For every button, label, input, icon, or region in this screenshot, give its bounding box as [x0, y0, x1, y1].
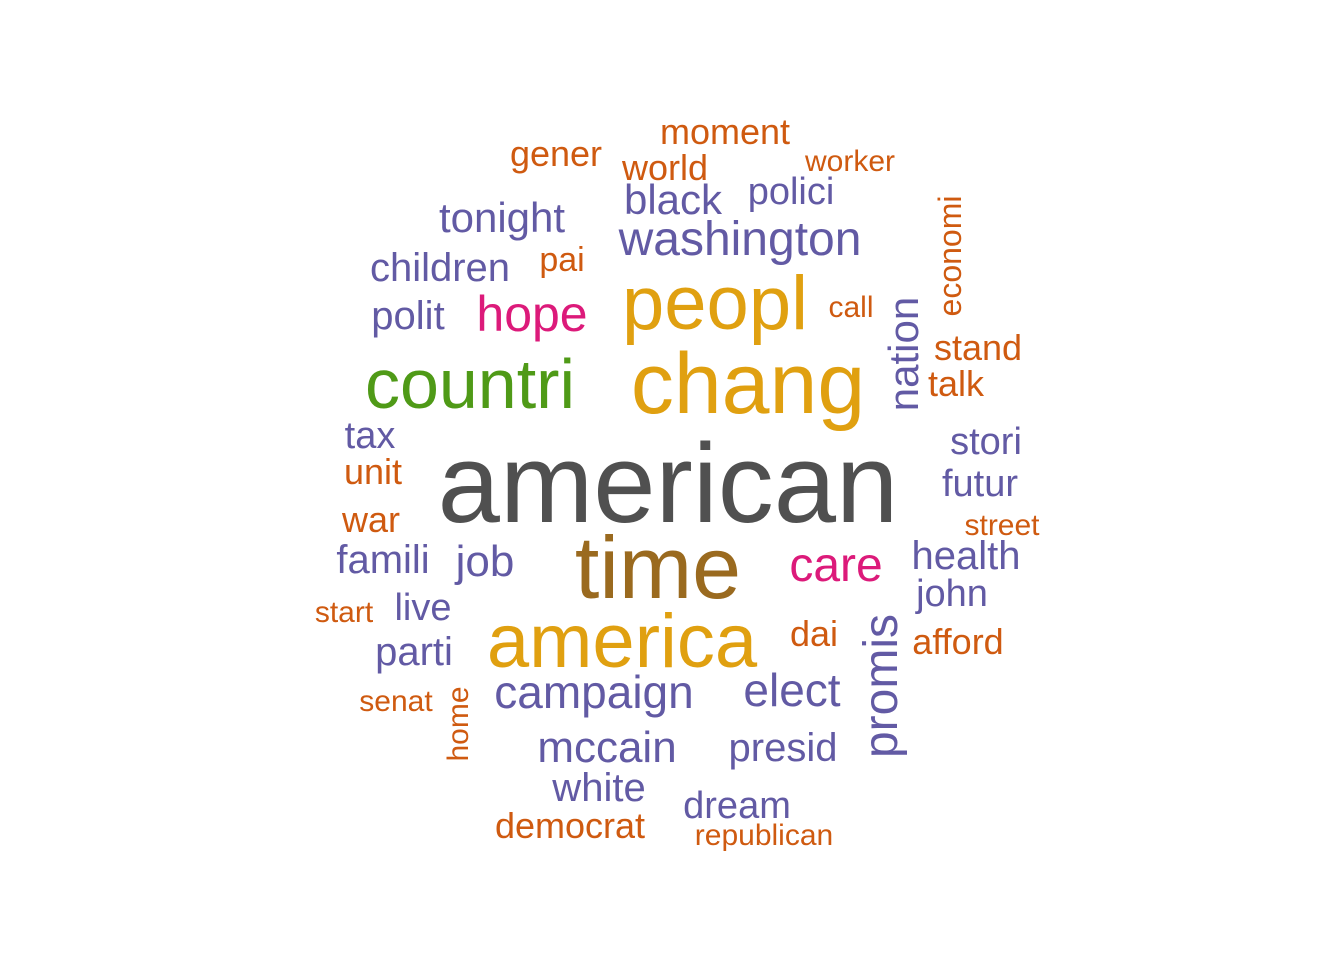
word-polici: polici — [747, 171, 835, 213]
word-republican: republican — [694, 819, 834, 852]
word-pai: pai — [539, 241, 585, 279]
word-american: american — [437, 421, 899, 546]
word-washington: washington — [618, 213, 862, 266]
word-promis: promis — [855, 613, 908, 759]
word-start: start — [314, 596, 374, 629]
word-america: america — [486, 599, 758, 684]
word-elect: elect — [743, 664, 841, 716]
word-black: black — [623, 176, 723, 223]
word-world: world — [621, 147, 709, 188]
word-health: health — [911, 534, 1021, 578]
word-mccain: mccain — [537, 723, 677, 772]
word-stand: stand — [933, 327, 1023, 368]
word-economi: economi — [932, 195, 968, 317]
word-stori: stori — [950, 421, 1022, 463]
word-peopl: peopl — [622, 261, 808, 346]
word-john: john — [916, 573, 988, 615]
word-chang: chang — [630, 336, 866, 432]
word-futur: futur — [941, 463, 1019, 505]
word-campaign: campaign — [494, 666, 694, 718]
word-nation: nation — [880, 296, 927, 412]
word-call: call — [828, 291, 874, 324]
word-time: time — [574, 518, 742, 617]
word-countri: countri — [364, 345, 576, 423]
word-home: home — [442, 686, 475, 762]
word-moment: moment — [659, 111, 791, 152]
word-tax: tax — [344, 415, 396, 457]
word-children: children — [369, 246, 511, 290]
word-polit: polit — [371, 294, 445, 338]
word-gener: gener — [509, 133, 603, 174]
word-white: white — [552, 766, 646, 810]
word-care: care — [789, 539, 883, 592]
word-dai: dai — [789, 613, 839, 654]
word-hope: hope — [476, 286, 588, 342]
word-famili: famili — [336, 538, 430, 582]
word-tonight: tonight — [438, 194, 566, 241]
word-afford: afford — [912, 621, 1004, 662]
word-street: street — [964, 509, 1040, 542]
word-democrat: democrat — [494, 805, 646, 846]
word-presid: presid — [728, 726, 838, 770]
word-dream: dream — [683, 785, 791, 827]
word-talk: talk — [927, 363, 985, 404]
word-parti: parti — [375, 630, 453, 674]
word-live: live — [394, 587, 452, 629]
word-war: war — [341, 499, 401, 540]
word-unit: unit — [343, 451, 403, 492]
word-worker: worker — [804, 145, 896, 178]
word-job: job — [455, 537, 515, 586]
word-senat: senat — [359, 685, 433, 718]
